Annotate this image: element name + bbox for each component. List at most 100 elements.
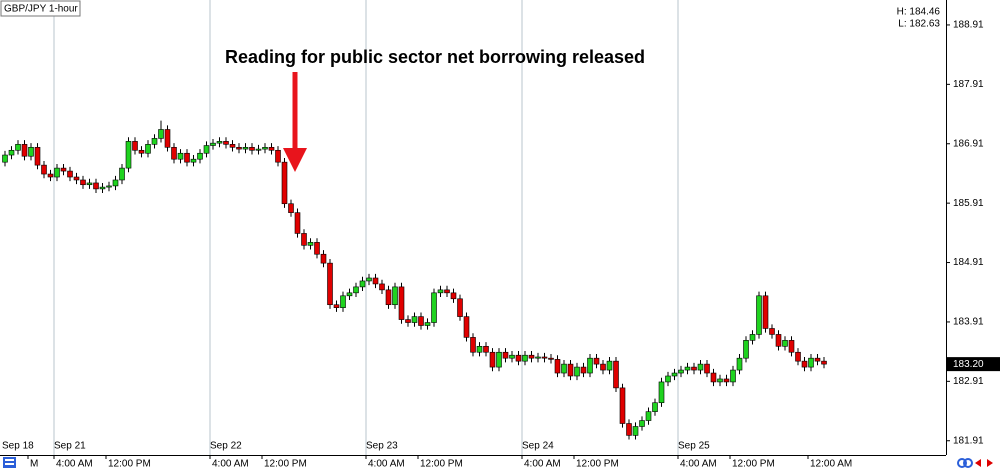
candle-body-down [450,292,457,300]
x-tick-label: M [30,459,38,470]
candle-body-down [80,179,86,186]
x-tick-label: 12:00 PM [420,459,463,470]
candle-body-up [145,144,151,154]
x-tick-label: 12:00 AM [810,459,852,470]
icon-bg [3,457,16,468]
candle-body-up [658,381,665,404]
icon-link [963,458,973,468]
candle-body-down [229,144,236,148]
candle-body-up [190,158,197,163]
candle-body-up [645,411,652,421]
candle-body-down [593,357,600,365]
candle-body-down [775,334,782,347]
candle-body-up [86,182,93,186]
candle-body-up [743,340,749,359]
candle-body-up [652,402,658,412]
chart-shift-icon[interactable] [3,457,16,468]
candle-body-down [801,360,808,368]
candle-body-up [431,292,437,323]
candle-body-down [327,262,333,306]
candle-body-up [782,340,788,347]
x-tick-label: 4:00 AM [524,459,561,470]
x-tick-label: 12:00 PM [108,459,151,470]
candle-body-down [294,212,301,234]
candle-body-up [808,357,814,368]
chart-title: GBP/JPY 1-hour [4,4,78,15]
x-tick-label: 4:00 AM [680,459,717,470]
candle-body-down [333,304,340,308]
candle-body-down [236,147,242,150]
date-label: Sep 21 [54,441,86,452]
candle-body-down [171,147,177,160]
candle-body-down [821,360,827,365]
candle-body-up [366,277,372,282]
candle-body-up [561,363,567,374]
y-tick-label: 181.91 [953,435,984,446]
candle-body-down [60,167,67,172]
candle-body-up [262,147,268,150]
y-tick-label: 188.91 [953,20,984,31]
candle-body-up [606,360,613,371]
annotation-arrow-head [283,148,307,172]
candle-body-up [106,185,112,188]
date-label: Sep 23 [366,441,398,452]
candle-body-down [275,149,281,163]
candle-body-up [112,179,119,187]
icon-line [5,463,14,465]
x-tick-label: 12:00 PM [576,459,619,470]
title-box [0,0,81,17]
candle-body-up [216,141,223,144]
candle-body-down [138,149,145,154]
navigation-icons[interactable] [957,458,993,468]
candle-body-down [788,340,795,353]
x-tick-label: 4:00 AM [212,459,249,470]
candle-body-up [749,334,756,341]
candle-body-up [684,366,691,371]
candle-body-down [626,423,632,436]
candle-body-up [340,295,346,308]
candle-body-down [515,354,522,362]
y-tick-label: 185.91 [953,198,984,209]
candle-body-up [125,141,132,169]
candle-body-up [151,138,158,145]
candle-body-up [535,356,541,359]
candle-body-up [424,322,431,326]
candle-body-up [177,152,184,160]
candle-body-up [28,147,34,157]
candle-body-up [496,351,502,368]
candle-body-up [756,295,762,335]
candle-body-down [41,164,47,175]
candle-body-down [554,359,561,374]
annotation: Reading for public sector net borrowing … [225,47,645,67]
candle-body-down [372,277,379,285]
candle-body-up [119,167,125,181]
candle-body-up [2,154,8,163]
candle-body-up [203,145,210,154]
candle-body-up [476,345,483,353]
candle-body-down [405,319,411,323]
candle-body-down [704,363,710,374]
candle-body-down [184,152,190,163]
candle-body-down [457,298,463,317]
y-tick-label: 184.91 [953,257,984,268]
candle-body-down [67,170,73,178]
candle-body-up [632,426,639,436]
candle-body-up [307,242,314,246]
last-price-label: 183.20 [953,359,984,370]
candle-body-down [762,295,769,329]
candle-body-down [268,147,275,151]
axis-layer: 181.91 182.91 183.91 184.91 185.91 186.91 187.… [2,20,1000,470]
candle-body-down [21,144,28,157]
low-label: L: 182.63 [898,19,940,30]
candle-body-down [483,345,489,353]
high-label: H: 184.46 [897,7,941,18]
x-tick-label: 12:00 PM [732,459,775,470]
candle-body-down [600,363,606,371]
candle-body-down [567,363,574,377]
icon-right [987,459,993,467]
candle-body-up [242,147,249,150]
candle-body-down [528,354,535,359]
